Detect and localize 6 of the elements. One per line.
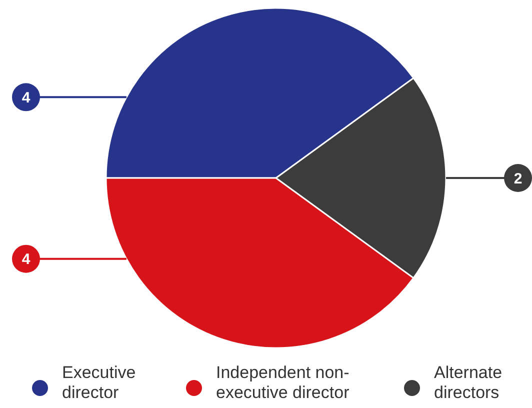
legend-label: Independent non-executive director	[216, 363, 350, 402]
data-label: 4	[22, 89, 31, 106]
data-label: 2	[514, 170, 522, 188]
legend-label: Alternate directors	[434, 363, 502, 402]
legend-label: Executive director	[62, 363, 136, 402]
data-label: 4	[22, 251, 31, 268]
